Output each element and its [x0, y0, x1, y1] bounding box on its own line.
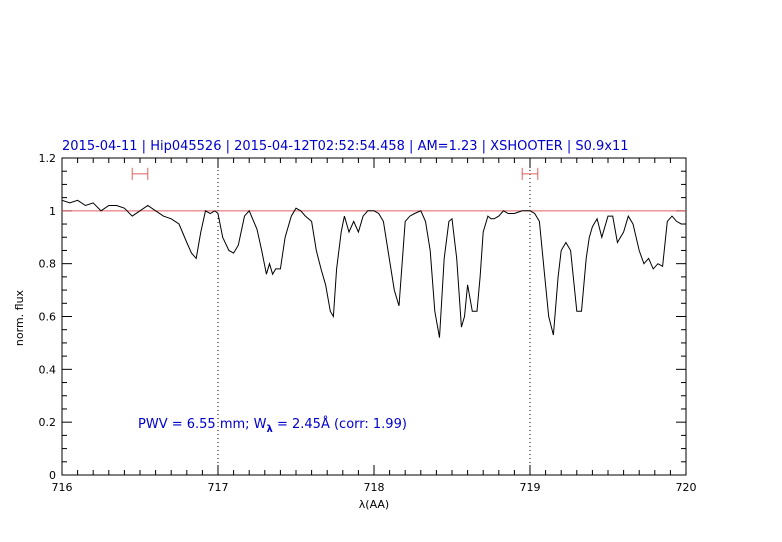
annotation-prefix: PWV = 6.55 mm; W: [138, 417, 267, 432]
y-tick-label: 1.2: [39, 152, 57, 165]
y-tick-label: 0: [49, 469, 56, 482]
y-axis-label: norm. flux: [13, 289, 26, 346]
x-axis-label: λ(AA): [359, 498, 389, 511]
pwv-annotation: PWV = 6.55 mm; Wλ = 2.45Å (corr: 1.99): [138, 416, 407, 435]
spectrum-series-line: [61, 199, 686, 338]
y-tick-label: 0.4: [39, 363, 57, 376]
y-tick-label: 0.6: [39, 311, 57, 324]
x-tick-label: 717: [208, 481, 229, 494]
chart-title: 2015-04-11 | Hip045526 | 2015-04-12T02:5…: [62, 139, 629, 154]
x-tick-label: 720: [676, 481, 697, 494]
annotation-suffix: = 2.45Å (corr: 1.99): [273, 416, 407, 432]
plot-area: 716 717 718 719 720 0 0.2 0.4 0.6 0.8 1 1.2: [39, 152, 697, 494]
x-tick-label: 718: [364, 481, 385, 494]
x-tick-label: 719: [520, 481, 541, 494]
y-tick-label: 0.8: [39, 258, 57, 271]
y-tick-label: 1: [49, 205, 56, 218]
x-tick-label: 716: [52, 481, 73, 494]
annotation-subscript: λ: [267, 424, 274, 435]
y-tick-label: 0.2: [39, 416, 57, 429]
